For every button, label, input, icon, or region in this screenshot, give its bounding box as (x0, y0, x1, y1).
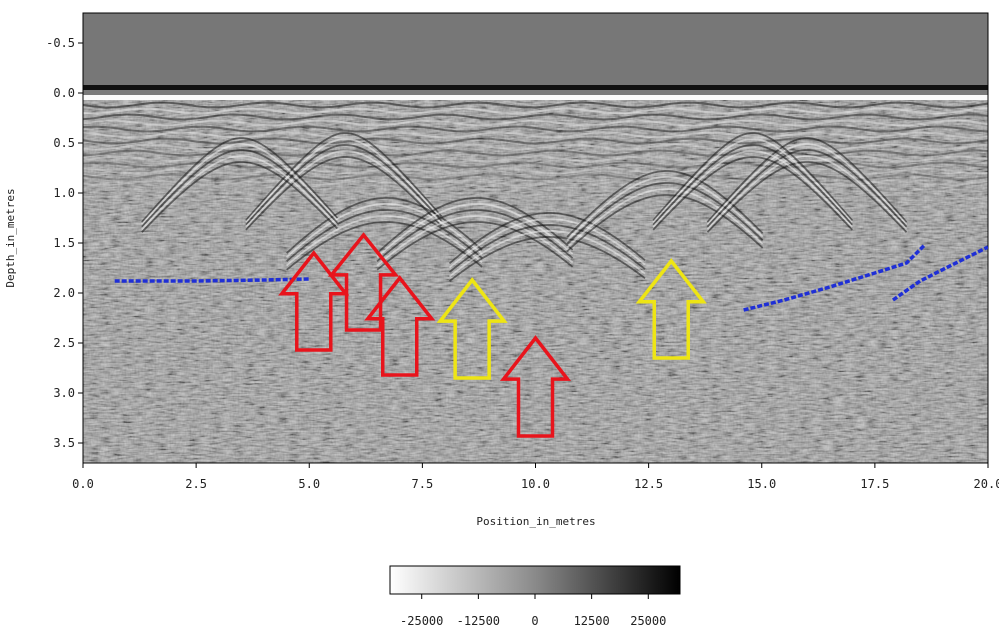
shallow-reflection-band (83, 119, 988, 127)
shallow-reflection-band (83, 101, 988, 109)
hyperbola-reflection (448, 230, 646, 278)
colorbar-tick-label: 0 (531, 614, 538, 628)
hyperbola-reflection (652, 144, 853, 226)
hyperbola-reflection (141, 143, 338, 225)
hyperbola-reflection (706, 161, 908, 233)
x-tick-label: 15.0 (747, 477, 776, 491)
y-tick-label: 1.0 (53, 186, 75, 200)
hyperbola-reflection (376, 209, 574, 262)
y-tick-label: 2.5 (53, 336, 75, 350)
hyperbola-reflection (448, 236, 646, 282)
annotation-arrow-up (364, 275, 436, 377)
interface-line (114, 277, 310, 283)
annotation-arrow-up (499, 335, 572, 438)
hyperbola-reflection (245, 138, 443, 224)
y-tick-label: 2.0 (53, 286, 75, 300)
y-tick-label: 0.0 (53, 86, 75, 100)
x-tick-label: 5.0 (298, 477, 320, 491)
colorbar: -25000 -12500 0 12500 25000 (389, 565, 681, 628)
y-tick-label: 1.5 (53, 236, 75, 250)
annotation-arrow-up (278, 250, 350, 352)
hyperbola-reflection (652, 156, 853, 231)
hyperbola-reflection (141, 155, 338, 231)
hyperbola-reflection (245, 132, 443, 222)
hyperbola-reflection (706, 155, 908, 231)
hyperbola-reflection (286, 209, 483, 262)
hyperbola-reflection (652, 132, 853, 222)
y-tick-label: 3.5 (53, 436, 75, 450)
hyperbola-reflection (448, 224, 646, 273)
y-tick-label: -0.5 (46, 36, 75, 50)
shallow-reflection-band (83, 143, 988, 151)
shallow-reflection-band (83, 179, 988, 187)
x-tick-label: 20.0 (974, 477, 999, 491)
colorbar-tick-label: -25000 (400, 614, 443, 628)
hyperbola-reflection (286, 221, 483, 271)
colorbar-tick-label: -12500 (457, 614, 500, 628)
shallow-reflection-band (83, 107, 988, 115)
x-axis: 0.0 2.5 5.0 7.5 10.0 12.5 15.0 17.5 20.0 (72, 463, 999, 491)
hyperbola-reflection (376, 203, 574, 258)
hyperbola-reflection (141, 149, 338, 228)
hyperbola-reflection (566, 182, 764, 245)
hyperbola-reflection (652, 138, 853, 224)
hyperbola-reflection (652, 150, 853, 228)
colorbar-tick-label: 12500 (574, 614, 610, 628)
x-tick-label: 2.5 (185, 477, 207, 491)
hyperbola-reflection (376, 221, 574, 271)
hyperbola-reflection (141, 161, 338, 233)
colorbar-tick-label: 25000 (630, 614, 666, 628)
x-tick-label: 17.5 (860, 477, 889, 491)
shallow-reflection-band (83, 173, 988, 181)
surface-reflection-dark (83, 85, 988, 90)
shallow-reflection-band (83, 161, 988, 169)
y-axis-title: Depth_in_metres (4, 188, 17, 287)
y-tick-label: 3.0 (53, 386, 75, 400)
shallow-reflection-band (83, 125, 988, 133)
shallow-reflection-band (83, 131, 988, 139)
colorbar-gradient (389, 565, 681, 595)
hyperbola-reflection (245, 156, 443, 231)
hyperbola-reflection (566, 194, 764, 252)
hyperbola-reflection (141, 137, 338, 223)
interface-line (743, 243, 926, 312)
annotation-arrow-up (327, 232, 400, 332)
hyperbola-reflection (376, 197, 574, 254)
surface-reflection-light (83, 95, 988, 100)
shallow-reflection-band (83, 167, 988, 175)
hyperbola-reflection (706, 149, 908, 228)
annotation-arrow-up (635, 258, 707, 360)
hyperbola-reflection (286, 215, 483, 267)
hyperbola-reflection (245, 144, 443, 226)
hyperbola-reflection (245, 150, 443, 228)
radargram-image (83, 13, 988, 463)
hyperbola-reflection (286, 203, 483, 258)
y-tick-label: 0.5 (53, 136, 75, 150)
interface-line (891, 245, 988, 302)
hyperbola-reflection (286, 197, 483, 254)
shallow-reflection-band (83, 113, 988, 121)
hyperbola-reflection (448, 218, 646, 269)
x-tick-label: 0.0 (72, 477, 94, 491)
hyperbola-reflection (706, 137, 908, 223)
hyperbola-reflection (706, 143, 908, 225)
annotation-arrow-up (436, 277, 508, 380)
hyperbola-reflection (448, 212, 646, 265)
x-tick-label: 12.5 (634, 477, 663, 491)
x-axis-title: Position_in_metres (476, 515, 595, 528)
y-axis: -0.5 0.0 0.5 1.0 1.5 2.0 2.5 3.0 3.5 (46, 36, 83, 450)
x-tick-label: 7.5 (412, 477, 434, 491)
x-tick-label: 10.0 (521, 477, 550, 491)
shallow-reflection-band (83, 137, 988, 145)
hyperbola-reflection (566, 188, 764, 249)
